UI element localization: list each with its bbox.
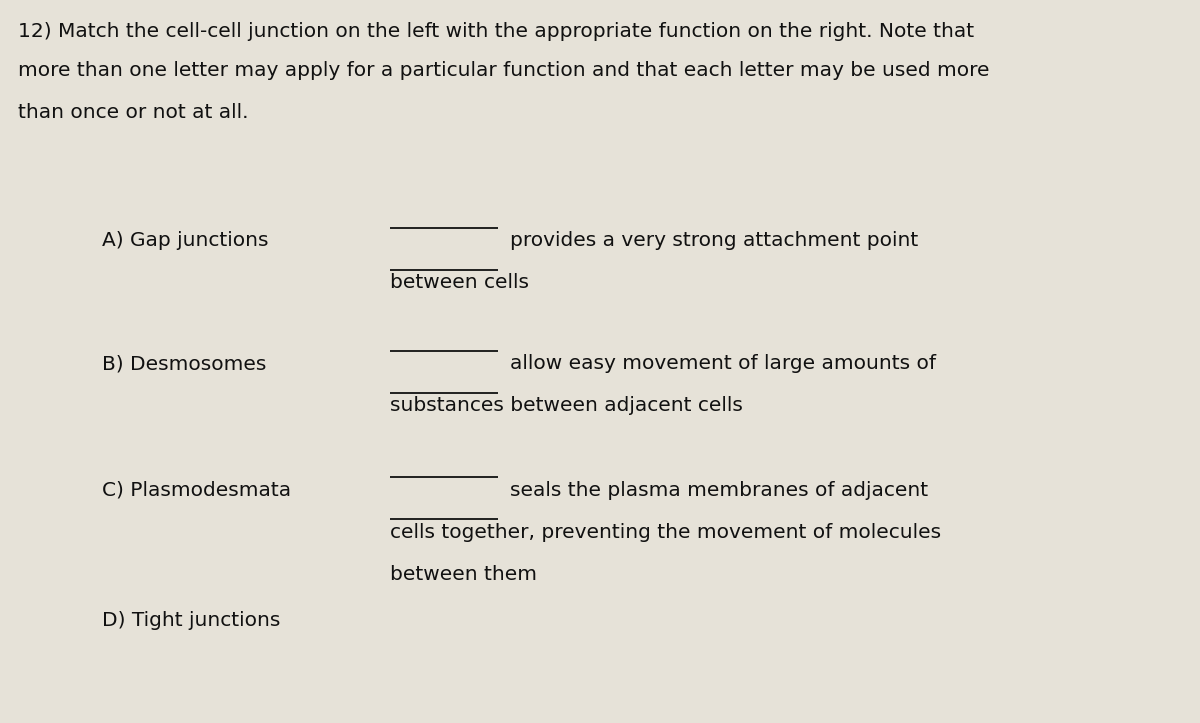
- Text: than once or not at all.: than once or not at all.: [18, 103, 248, 121]
- Text: between cells: between cells: [390, 273, 529, 292]
- Text: D) Tight junctions: D) Tight junctions: [102, 611, 281, 630]
- Text: 12) Match the cell-cell junction on the left with the appropriate function on th: 12) Match the cell-cell junction on the …: [18, 22, 974, 40]
- Text: provides a very strong attachment point: provides a very strong attachment point: [510, 231, 918, 250]
- Text: allow easy movement of large amounts of: allow easy movement of large amounts of: [510, 354, 936, 373]
- Text: between them: between them: [390, 565, 538, 583]
- Text: A) Gap junctions: A) Gap junctions: [102, 231, 269, 250]
- Text: seals the plasma membranes of adjacent: seals the plasma membranes of adjacent: [510, 481, 928, 500]
- Text: C) Plasmodesmata: C) Plasmodesmata: [102, 481, 292, 500]
- Text: cells together, preventing the movement of molecules: cells together, preventing the movement …: [390, 523, 941, 542]
- Text: substances between adjacent cells: substances between adjacent cells: [390, 396, 743, 415]
- Text: more than one letter may apply for a particular function and that each letter ma: more than one letter may apply for a par…: [18, 61, 990, 80]
- Text: B) Desmosomes: B) Desmosomes: [102, 354, 266, 373]
